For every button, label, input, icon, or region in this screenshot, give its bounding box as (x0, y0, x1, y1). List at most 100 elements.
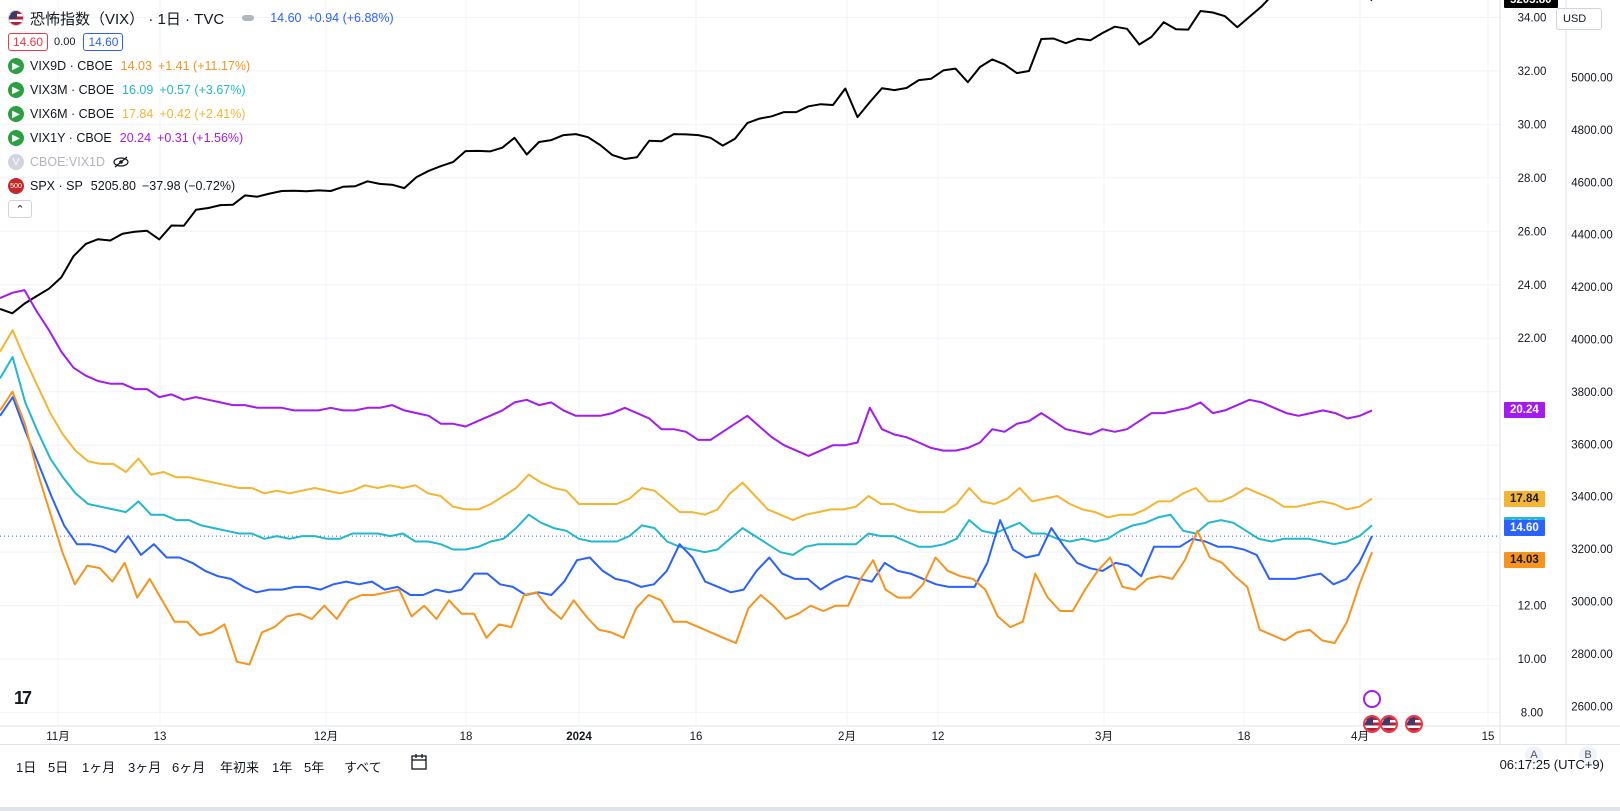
price-tag-spx: 5205.80 (1504, 0, 1558, 9)
series-line-vix9d[interactable] (0, 390, 1373, 666)
series-play-icon: ▶ (8, 82, 24, 98)
currency-selector[interactable]: USD (1556, 8, 1602, 30)
legend-row[interactable]: ▶ VIX3M · CBOE 16.09 +0.57 (+3.67%) (8, 80, 394, 100)
series-change: +1.41 (+11.17%) (157, 59, 251, 73)
range-button[interactable]: 6ヶ月 (172, 760, 206, 775)
buy-button[interactable]: 14.60 (83, 33, 124, 51)
time-axis-tick-label: 18 (460, 731, 473, 743)
legend-row[interactable]: ▶ VIX1Y · CBOE 20.24 +0.31 (+1.56%) (8, 128, 394, 148)
hidden-series-row[interactable]: V CBOE:VIX1D (8, 152, 394, 172)
series-line-spx[interactable] (0, 0, 1373, 315)
time-axis-tick-label: 2月 (838, 731, 856, 743)
range-button[interactable]: 1ヶ月 (82, 760, 116, 775)
time-axis-tick-label: 16 (690, 731, 703, 743)
series-change: +0.31 (+1.56%) (157, 131, 244, 145)
vix-axis-tick-label: 22.00 (1518, 333, 1547, 345)
series-play-icon: ▶ (8, 106, 24, 122)
series-line-vix6m[interactable] (0, 329, 1373, 522)
dividend-event-icon[interactable] (1363, 690, 1381, 708)
sell-button[interactable]: 14.60 (8, 33, 49, 51)
series-value: 17.84 (122, 107, 154, 121)
chevron-up-icon: ⌃ (15, 203, 25, 216)
spx-axis-tick-label: 4200.00 (1571, 282, 1613, 294)
series-play-icon: ▶ (8, 130, 24, 146)
hidden-series-name: CBOE:VIX1D (30, 155, 106, 169)
spx-axis-tick-label: 4000.00 (1571, 335, 1613, 347)
range-button[interactable]: 1年 (272, 760, 293, 775)
series-v-icon: V (8, 154, 24, 170)
spread-value: 0.00 (54, 36, 76, 48)
series-value: 20.24 (119, 131, 152, 145)
series-change: +0.42 (+2.41%) (159, 107, 246, 121)
spx-name: SPX · SP (30, 179, 83, 193)
series-name: VIX1Y · CBOE (30, 131, 112, 145)
time-axis-tick-label: 4月 (1351, 731, 1369, 743)
spx-axis-tick-label: 5000.00 (1571, 73, 1613, 85)
range-button[interactable]: 3ヶ月 (128, 760, 162, 775)
range-button[interactable]: すべて (344, 760, 382, 775)
legend-row[interactable]: ▶ VIX9D · CBOE 14.03 +1.41 (+11.17%) (8, 56, 394, 76)
bid-ask-row: 14.60 0.00 14.60 (8, 32, 394, 52)
range-button[interactable]: 5年 (304, 760, 325, 775)
series-line-vix[interactable] (0, 396, 1373, 596)
price-tag-vix1y: 20.24 (1504, 402, 1545, 419)
vix-axis-tick-label: 30.00 (1518, 119, 1547, 131)
eye-hidden-icon[interactable] (113, 156, 129, 168)
spx-axis-tick-label: 2800.00 (1571, 649, 1613, 661)
us-flag-icon (1365, 717, 1379, 731)
series-name: VIX9D · CBOE (30, 59, 113, 73)
price-tag-vix: 14.60 (1504, 520, 1545, 537)
range-button[interactable]: 5日 (48, 760, 69, 775)
spx-axis-tick-label: 3000.00 (1571, 597, 1613, 609)
time-axis-tick-label: 13 (154, 731, 167, 743)
vix-axis-tick-label: 24.00 (1518, 280, 1547, 292)
time-axis-tick-label: 18 (1238, 731, 1251, 743)
time-axis-tick-label: 2024 (566, 731, 592, 743)
us-flag-event-icon[interactable] (1363, 715, 1381, 733)
spx-value: 5205.80 (90, 179, 136, 193)
range-button[interactable]: 1日 (16, 760, 37, 775)
collapse-legend-button[interactable]: ⌃ (8, 200, 32, 218)
spx-series-row[interactable]: 500 SPX · SP 5205.80 −37.98 (−0.72%) (8, 176, 394, 196)
vix-axis-tick-label: 28.00 (1518, 173, 1547, 185)
vix-axis-tick-label: 12.00 (1518, 601, 1547, 613)
time-axis-tick-label: 12月 (314, 731, 338, 743)
spx-axis-tick-label: 4400.00 (1571, 230, 1613, 242)
time-axis-tick-label: 11月 (46, 731, 69, 743)
spx-500-icon: 500 (8, 178, 24, 194)
spx-change: −37.98 (−0.72%) (141, 179, 236, 193)
chart-canvas[interactable]: 8.00 10.00 12.00 22.00 24.00 26.00 28.00 30.00 3… (0, 0, 1620, 744)
auto-scale-button[interactable]: A (1525, 746, 1543, 764)
vix-axis-tick-label: 34.00 (1518, 12, 1547, 24)
series-line-vix3m[interactable] (0, 356, 1373, 556)
price-change: +0.94 (+6.88%) (307, 11, 394, 25)
series-name: VIX6M · CBOE (30, 107, 115, 121)
symbol-title[interactable]: 恐怖指数（VIX） · 1日 · TVC (30, 10, 225, 28)
main-series-header[interactable]: 恐怖指数（VIX） · 1日 · TVC 14.60 +0.94 (+6.88%… (8, 8, 394, 28)
spx-axis-tick-label: 4800.00 (1571, 125, 1613, 137)
tradingview-logo: 17 (14, 688, 32, 708)
time-axis-tick-label: 15 (1482, 731, 1495, 743)
calendar-goto-icon[interactable] (410, 753, 428, 771)
range-button[interactable]: 年初来 (220, 760, 260, 775)
series-line-vix1y[interactable] (0, 289, 1373, 457)
spx-axis-tick-label: 3200.00 (1571, 544, 1613, 556)
us-flag-icon (1382, 717, 1396, 731)
collapse-pill-icon[interactable] (242, 15, 255, 21)
bottom-toolbar: 1日 5日 1ヶ月 3ヶ月 6ヶ月 年初来 1年 5年 すべて 06:17:25 (UTC+9) (0, 744, 1620, 785)
us-flag-event-icon[interactable] (1380, 715, 1398, 733)
series-name: VIX3M · CBOE (30, 83, 115, 97)
scale-b-button[interactable]: B (1579, 746, 1597, 764)
clock[interactable]: 06:17:25 (UTC+9) (1499, 757, 1604, 772)
legend: 恐怖指数（VIX） · 1日 · TVC 14.60 +0.94 (+6.88%… (8, 8, 394, 218)
time-axis-tick-label: 12 (932, 731, 945, 743)
us-flag-event-icon[interactable] (1405, 715, 1423, 733)
time-axis-tick-label: 3月 (1095, 731, 1113, 743)
series-value: 16.09 (122, 83, 154, 97)
spx-axis-tick-label: 4600.00 (1571, 177, 1613, 189)
legend-row[interactable]: ▶ VIX6M · CBOE 17.84 +0.42 (+2.41%) (8, 104, 394, 124)
spx-axis-tick-label: 3400.00 (1571, 492, 1613, 504)
vix-axis-tick-label: 32.00 (1518, 66, 1547, 78)
us-flag-icon (1407, 717, 1421, 731)
spx-axis-tick-label: 3800.00 (1571, 387, 1613, 399)
